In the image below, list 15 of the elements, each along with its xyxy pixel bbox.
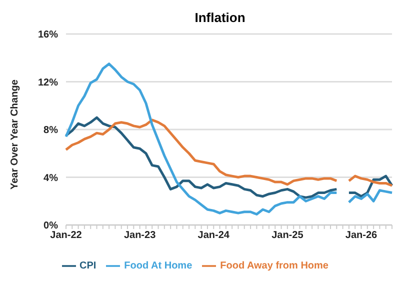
y-tick-label: 16% [38,30,58,41]
x-tick-label: Jan-25 [272,230,304,242]
y-tick-label: 12% [38,77,58,88]
y-axis-title: Year Over Year Change [10,79,21,190]
legend-label: CPI [80,260,96,272]
y-tick-label: 8% [44,125,58,136]
x-tick-label: Jan-24 [198,230,230,242]
x-tick-label: Jan-26 [345,230,378,242]
x-tick-label: Jan-23 [124,230,156,242]
x-tick-label: Jan-22 [50,230,82,242]
y-tick-label: 0% [44,220,58,232]
legend-label: Food At Home [124,260,192,272]
y-tick-label: 4% [44,172,58,184]
legend-label: Food Away from Home [220,260,328,272]
chart-title: Inflation [194,9,246,27]
